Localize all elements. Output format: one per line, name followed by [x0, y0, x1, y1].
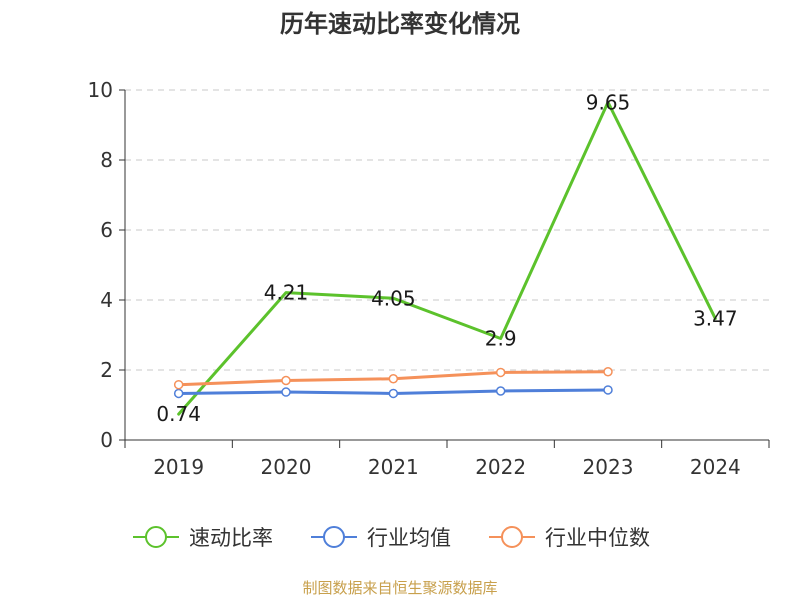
- x-tick-label: 2023: [583, 455, 634, 479]
- data-point: [603, 385, 613, 395]
- data-label: 4.21: [264, 281, 309, 305]
- legend-label: 速动比率: [189, 526, 273, 550]
- x-tick-label: 2020: [261, 455, 312, 479]
- data-label: 2.9: [485, 327, 517, 351]
- legend-marker-icon: [145, 526, 167, 548]
- data-point: [388, 374, 399, 384]
- x-tick-label: 2022: [475, 455, 526, 479]
- axes: 0 2 4 6 8 10 2019 2020 2021 2022 2023 2024: [88, 78, 770, 479]
- y-tick-label: 8: [100, 148, 113, 172]
- x-tick-label: 2024: [690, 455, 741, 479]
- data-point: [281, 387, 291, 397]
- grid-lines: [125, 89, 769, 371]
- data-point: [603, 367, 613, 377]
- legend-item[interactable]: 行业均值: [311, 526, 451, 550]
- source-note: 制图数据来自恒生聚源数据库: [302, 579, 498, 597]
- data-point: [388, 388, 399, 399]
- series-line: [177, 100, 717, 416]
- data-point: [173, 388, 184, 399]
- chart-title: 历年速动比率变化情况: [280, 10, 520, 38]
- legend-label: 行业中位数: [545, 526, 650, 550]
- data-point: [173, 379, 184, 390]
- data-point: [281, 375, 291, 386]
- y-tick-label: 0: [100, 428, 113, 452]
- y-tick-label: 4: [100, 288, 113, 312]
- y-tick-label: 10: [88, 78, 113, 102]
- legend-marker-icon: [323, 526, 345, 548]
- legend-marker-icon: [501, 526, 523, 548]
- data-point: [495, 386, 506, 396]
- x-tick-label: 2021: [368, 455, 419, 479]
- legend-label: 行业均值: [367, 526, 451, 550]
- series-lines: [173, 100, 717, 416]
- data-labels: 0.74 4.21 4.05 2.9 9.65 3.47: [156, 90, 737, 426]
- data-label: 0.74: [156, 402, 201, 426]
- data-label: 4.05: [371, 286, 416, 310]
- legend: 速动比率 行业均值 行业中位数: [133, 526, 650, 550]
- y-tick-label: 2: [100, 358, 113, 382]
- x-tick-label: 2019: [153, 455, 204, 479]
- data-point: [495, 367, 506, 378]
- legend-item[interactable]: 行业中位数: [489, 526, 650, 550]
- legend-item[interactable]: 速动比率: [133, 526, 273, 550]
- data-label: 3.47: [693, 307, 738, 331]
- data-label: 9.65: [586, 90, 631, 114]
- y-tick-label: 6: [100, 218, 113, 242]
